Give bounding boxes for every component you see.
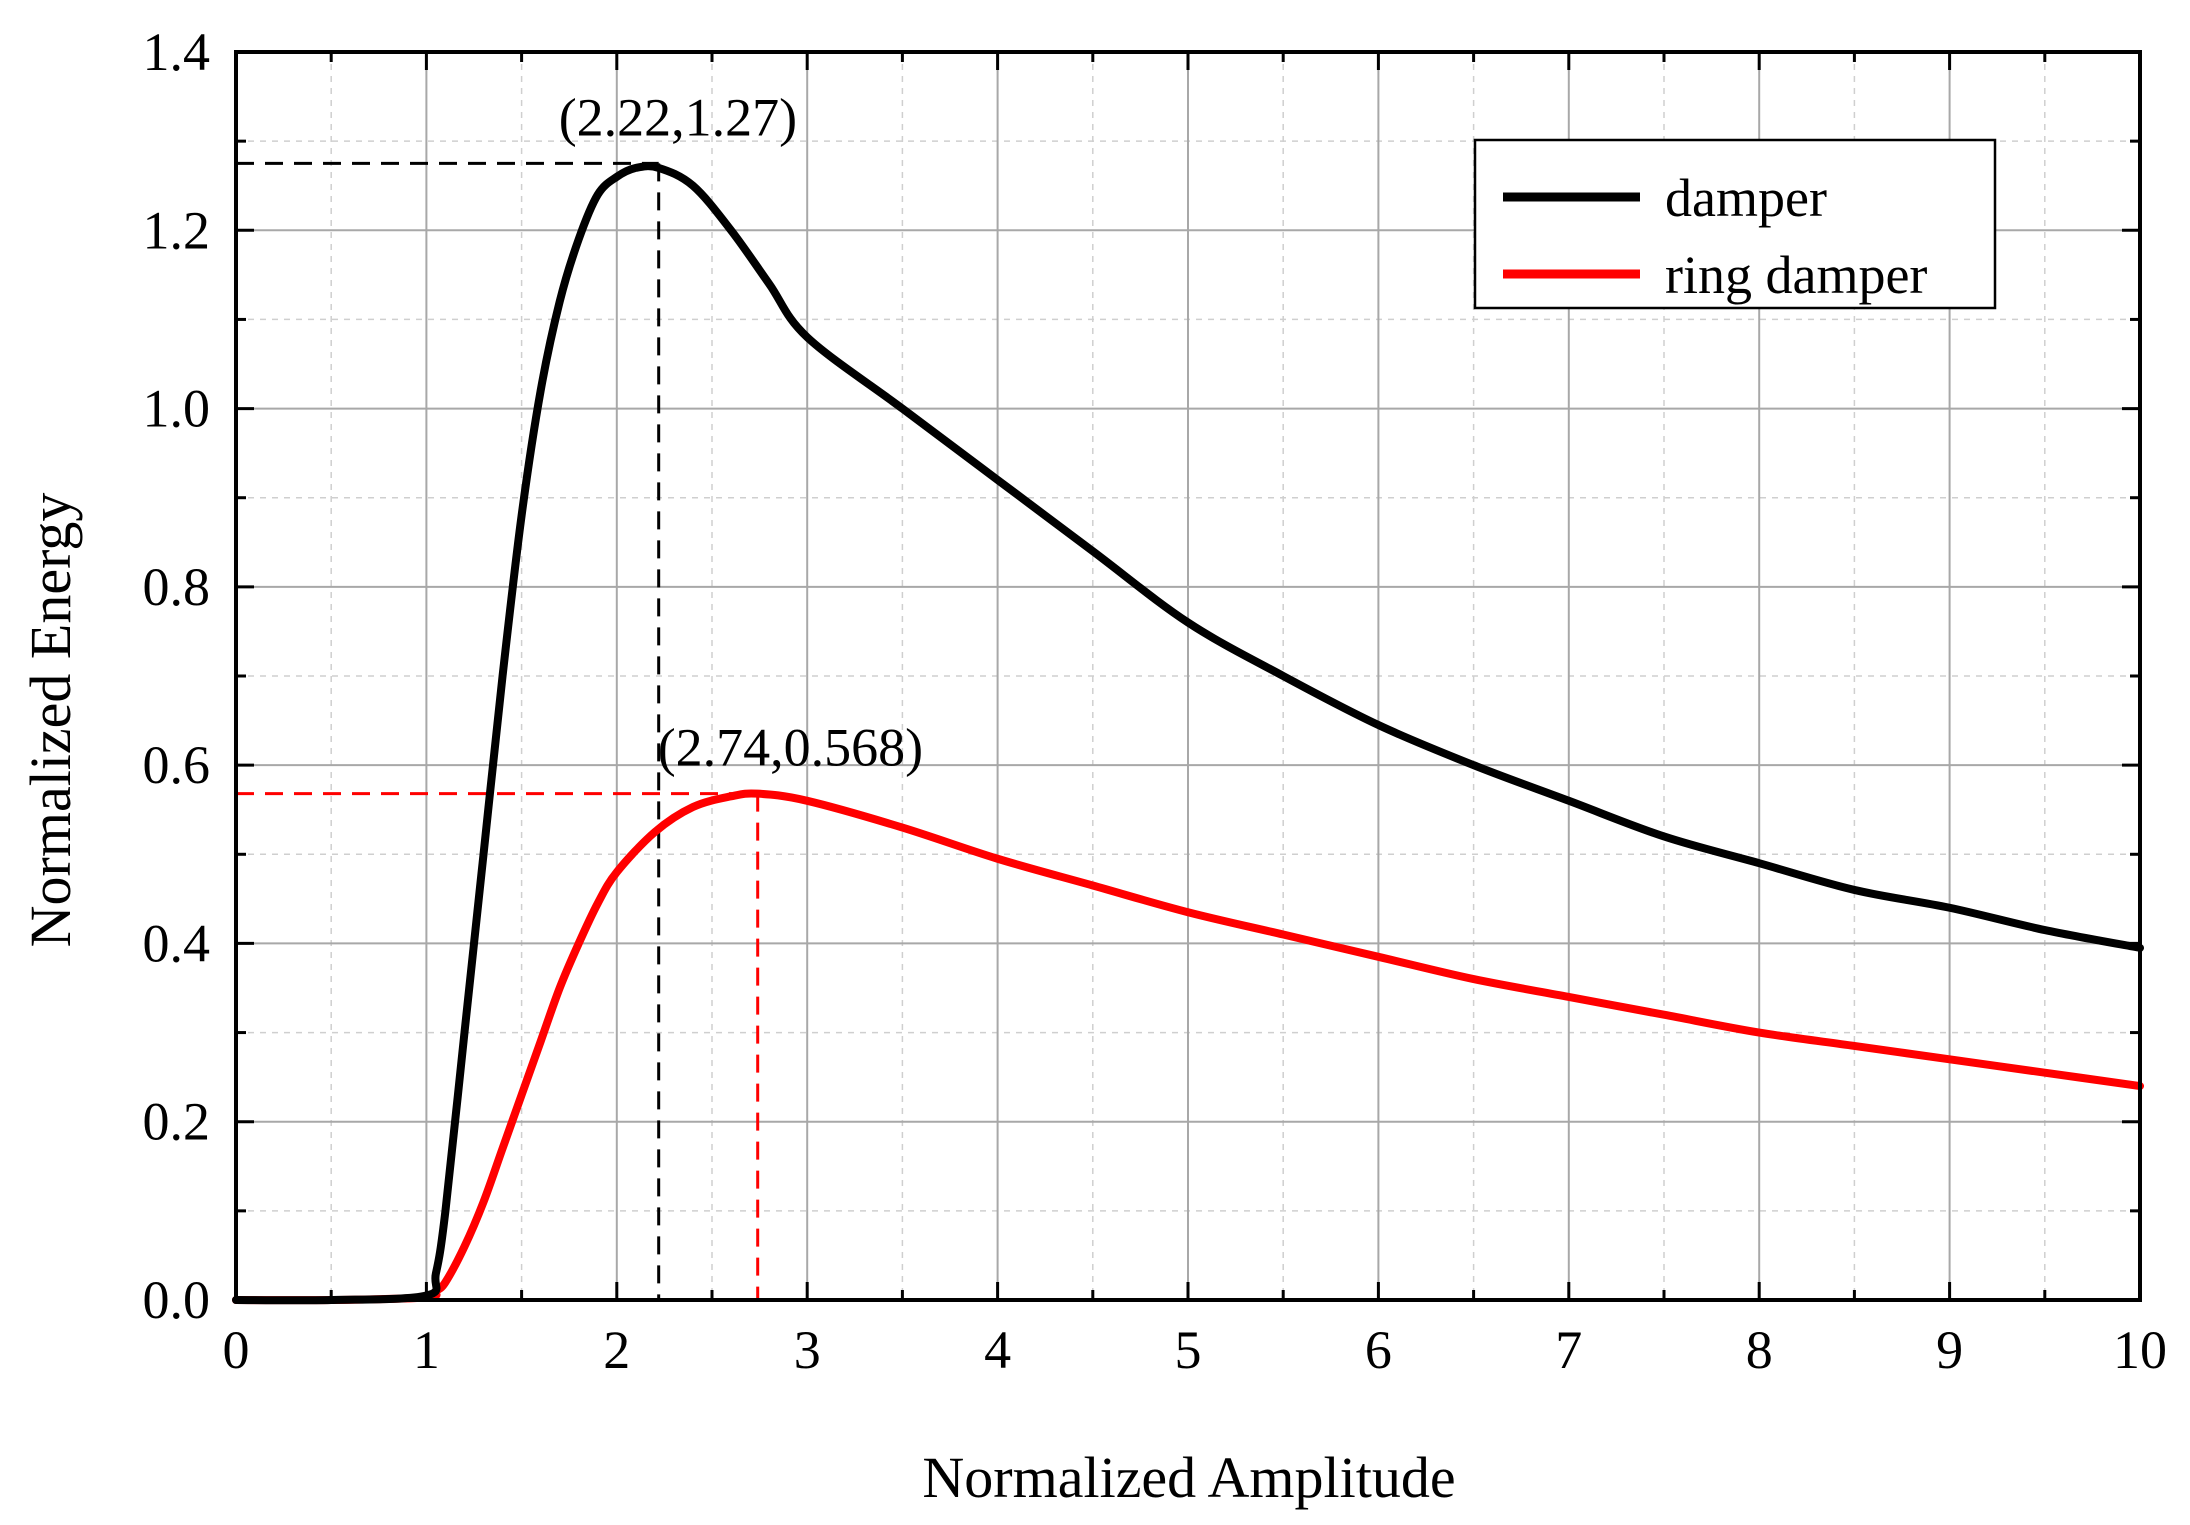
x-tick-label: 5 [1175,1320,1202,1380]
y-axis-title: Normalized Energy [18,493,83,948]
x-tick-label: 7 [1555,1320,1582,1380]
series-line-damper [232,162,2144,1305]
y-tick-label: 0.8 [143,557,211,617]
legend-box [1473,138,1997,310]
annotation-guides [236,161,760,1300]
x-axis-title: Normalized Amplitude [922,1445,1455,1510]
x-tick-label: 0 [223,1320,250,1380]
x-tick-label: 10 [2113,1320,2167,1380]
x-tick-label: 2 [603,1320,630,1380]
peak-annotation-1: (2.74,0.568) [658,718,923,778]
y-tick-label: 0.2 [143,1092,211,1152]
series-lines [232,162,2144,1305]
x-tick-label: 3 [794,1320,821,1380]
y-tick-labels: 0.0 0.2 0.4 0.6 0.8 1.0 1.2 1.4 [143,22,211,1330]
x-tick-label: 8 [1746,1320,1773,1380]
annotations: (2.22,1.27) (2.74,0.568) [559,87,923,777]
y-tick-label: 0.4 [143,913,211,973]
y-tick-label: 1.0 [143,379,211,439]
x-tick-label: 1 [413,1320,440,1380]
x-tick-label: 9 [1936,1320,1963,1380]
x-tick-label: 6 [1365,1320,1392,1380]
y-tick-label: 1.4 [143,22,211,82]
axis-ticks [234,50,2142,1302]
peak-annotation-0: (2.22,1.27) [559,87,797,147]
legend-label-ring-damper: ring damper [1665,245,1927,305]
x-tick-labels: 0 1 2 3 4 5 6 7 8 9 10 [223,1320,2168,1380]
y-tick-label: 1.2 [143,200,211,260]
x-tick-label: 4 [984,1320,1011,1380]
series-line-ring-damper [232,789,2144,1305]
y-tick-label: 0.6 [143,735,211,795]
y-tick-label: 0.0 [143,1270,211,1330]
legend-label-damper: damper [1665,168,1827,228]
legend: damper ring damper [1473,138,1997,310]
